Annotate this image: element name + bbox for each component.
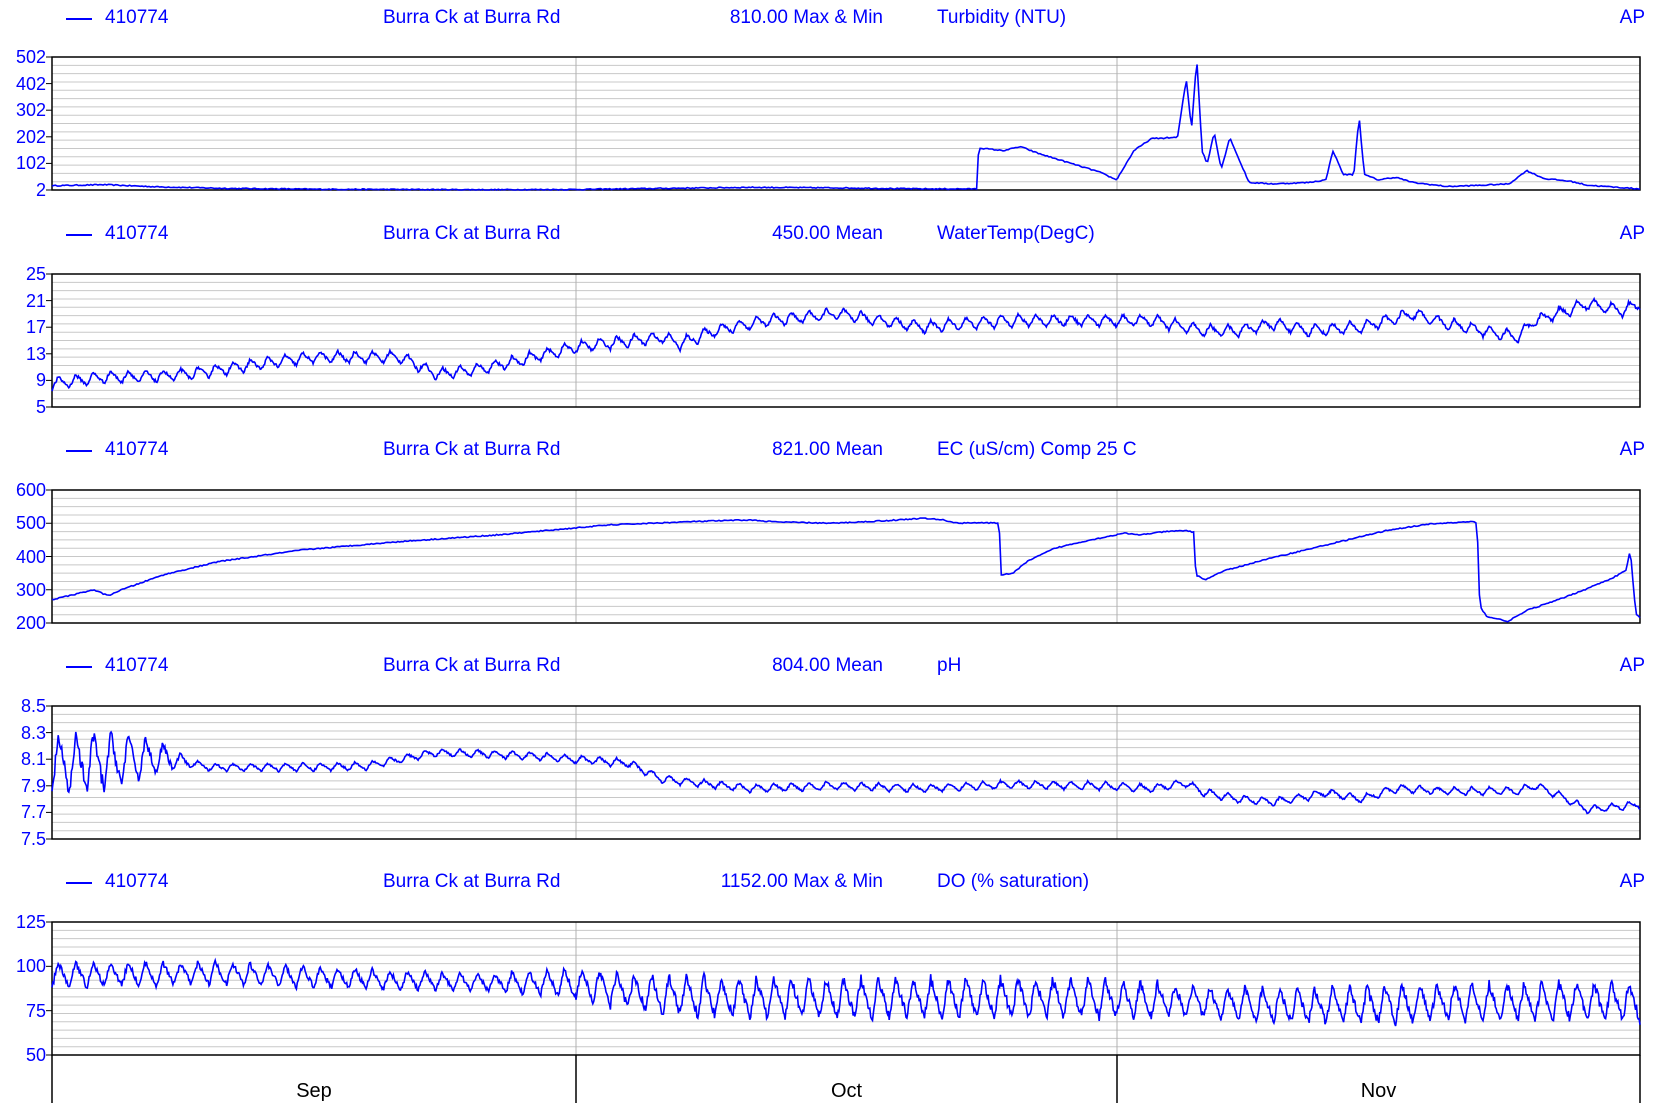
header-stat: 821.00 Mean (772, 439, 883, 460)
y-tick-label: 9 (35, 370, 46, 391)
month-label: Nov (1360, 1080, 1397, 1102)
y-tick-label: 8.3 (20, 722, 46, 743)
panel-5 (46, 882, 1641, 1056)
header-site: 410774 (105, 655, 169, 676)
header-quality: AP (1619, 223, 1645, 244)
y-tick-label: 50 (25, 1045, 46, 1065)
panel-4 (46, 666, 1641, 840)
header-quality: AP (1619, 655, 1645, 676)
header-param: EC (uS/cm) Comp 25 C (937, 439, 1137, 460)
header-location: Burra Ck at Burra Rd (383, 439, 561, 460)
grid-lines (52, 490, 1640, 623)
y-tick-label: 7.9 (20, 775, 46, 796)
grid-lines (52, 706, 1640, 839)
header-quality: AP (1619, 871, 1645, 892)
header-quality: AP (1619, 439, 1645, 460)
header-location: Burra Ck at Burra Rd (383, 655, 561, 676)
header-site: 410774 (105, 223, 169, 244)
y-tick-label: 8.5 (20, 696, 46, 716)
y-tick-label: 102 (15, 153, 46, 174)
plot-frame (51, 273, 1641, 408)
header-param: pH (937, 655, 962, 676)
header-param: WaterTemp(DegC) (937, 223, 1095, 244)
month-label: Oct (830, 1080, 863, 1102)
series-line (51, 64, 1641, 191)
header-param: Turbidity (NTU) (937, 7, 1067, 28)
y-tick-label: 600 (15, 480, 46, 500)
series-line (51, 517, 1641, 623)
header-param: DO (% saturation) (937, 871, 1090, 892)
y-tick-label: 8.1 (20, 749, 46, 770)
y-tick-label: 7.5 (20, 829, 46, 849)
header-stat: 450.00 Mean (772, 223, 883, 244)
header-stat: 810.00 Max & Min (729, 7, 883, 28)
y-tick-label: 5 (35, 397, 46, 417)
panel-2 (46, 234, 1641, 408)
y-tick-label: 502 (15, 47, 46, 67)
panel-1 (46, 18, 1641, 191)
series-line (51, 296, 1641, 392)
y-tick-label: 300 (15, 579, 46, 600)
y-tick-label: 17 (25, 317, 46, 338)
header-site: 410774 (105, 7, 169, 28)
y-tick-label: 402 (15, 73, 46, 94)
y-tick-label: 100 (15, 956, 46, 977)
panel-3 (46, 450, 1641, 624)
y-tick-label: 21 (25, 290, 46, 311)
y-tick-label: 500 (15, 513, 46, 534)
y-tick-label: 75 (25, 1000, 46, 1021)
y-tick-label: 302 (15, 100, 46, 121)
grid-lines (52, 57, 1640, 190)
header-location: Burra Ck at Burra Rd (383, 7, 561, 28)
header-location: Burra Ck at Burra Rd (383, 871, 561, 892)
header-stat: 1152.00 Max & Min (720, 871, 883, 892)
y-tick-label: 200 (15, 613, 46, 633)
header-location: Burra Ck at Burra Rd (383, 223, 561, 244)
y-tick-label: 125 (15, 912, 46, 932)
header-quality: AP (1619, 7, 1645, 28)
plot-frame (51, 921, 1641, 1056)
header-stat: 804.00 Mean (772, 655, 883, 676)
month-label: Sep (296, 1080, 332, 1102)
y-tick-label: 25 (25, 264, 46, 284)
plot-frame (51, 489, 1641, 624)
grid-lines (52, 274, 1640, 407)
y-tick-label: 202 (15, 126, 46, 147)
plot-frame (51, 705, 1641, 840)
x-axis (51, 1055, 1641, 1103)
y-tick-label: 7.7 (20, 802, 46, 823)
y-tick-label: 2 (35, 180, 46, 200)
y-tick-label: 13 (25, 343, 46, 364)
plot-frame (51, 56, 1641, 191)
header-site: 410774 (105, 871, 169, 892)
series-line (51, 957, 1641, 1027)
y-tick-label: 400 (15, 546, 46, 567)
series-line (51, 730, 1641, 815)
header-site: 410774 (105, 439, 169, 460)
